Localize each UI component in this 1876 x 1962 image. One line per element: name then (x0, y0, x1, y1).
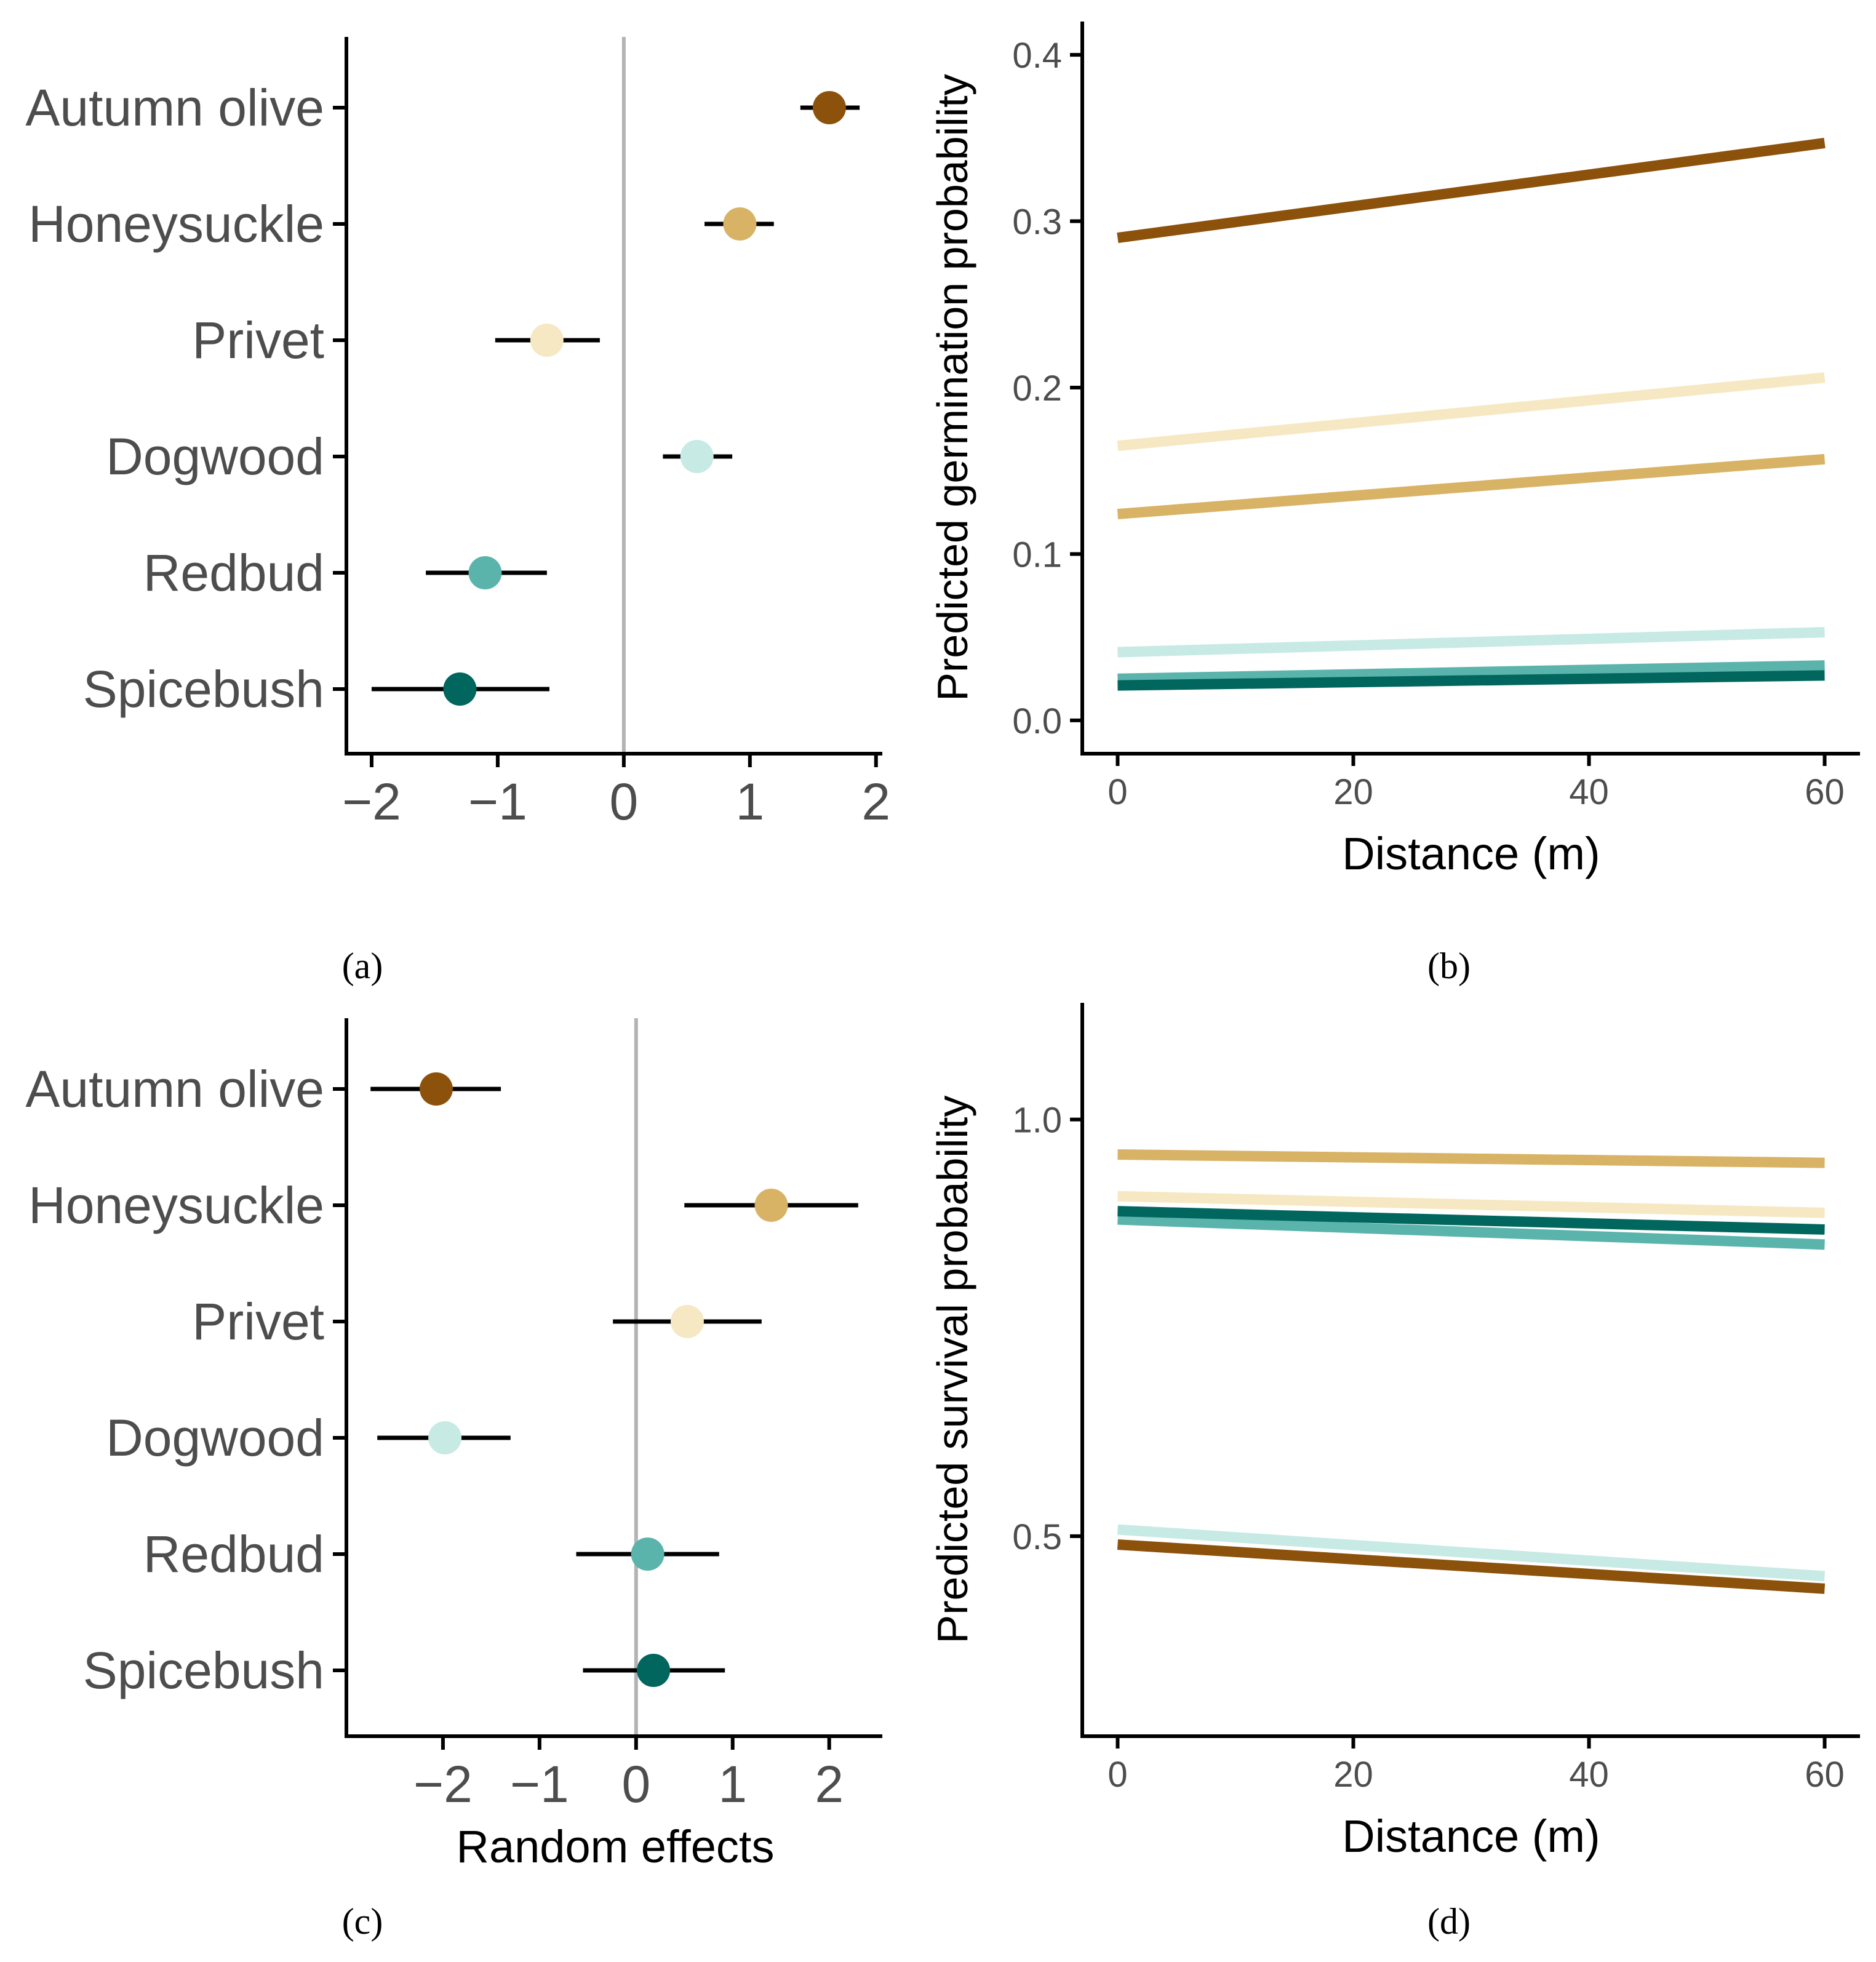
y-tick-label: 1.0 (1012, 1101, 1062, 1141)
panel-label-a: (a) (342, 946, 383, 986)
panel-c-forest-plot-survival: Autumn olive Honeysuckle Privet Dogwood Redb… (25, 1018, 882, 1872)
series-line-privet (1117, 1190, 1825, 1218)
x-tick-label: 0 (1108, 1755, 1127, 1795)
y-axis-title: Predicted survival probability (928, 1096, 976, 1644)
x-tick-label: 0 (1108, 772, 1127, 812)
series-line-dogwood (1117, 1524, 1826, 1582)
x-tick-label: 20 (1333, 772, 1373, 812)
x-tick-label: −2 (413, 1755, 473, 1813)
x-tick-label: 2 (861, 773, 890, 831)
x-tick-label: 40 (1569, 772, 1609, 812)
x-axis-title: Random effects (457, 1821, 775, 1872)
series-line-autumn-olive (1117, 138, 1826, 244)
point-spicebush (443, 672, 477, 706)
panel-a-forest-plot-germination: Autumn olive Honeysuckle Privet Dogwood Redb… (25, 37, 890, 831)
y-tick-label: 0.2 (1012, 369, 1062, 409)
point-honeysuckle (723, 207, 757, 241)
y-tick-label: 0.1 (1012, 535, 1062, 575)
y-tick-label-dogwood: Dogwood (106, 1409, 324, 1467)
panel-b-germination-line-chart: 0.0 0.1 0.2 0.3 0.4 0 20 40 60 Distance (m) Predic… (928, 22, 1860, 879)
point-autumn-olive (419, 1072, 453, 1106)
y-tick-label-spicebush: Spicebush (83, 660, 324, 718)
point-honeysuckle (754, 1189, 788, 1222)
y-tick-label-honeysuckle: Honeysuckle (28, 1176, 324, 1234)
x-tick-label: 0 (610, 773, 639, 831)
series-line-redbud (1117, 660, 1825, 684)
series-line-autumn-olive (1117, 1539, 1826, 1594)
point-redbud (468, 556, 502, 589)
series-line-dogwood (1117, 627, 1825, 658)
x-tick-label: −1 (510, 1755, 569, 1813)
x-tick-label: −1 (468, 773, 527, 831)
x-tick-label: 2 (815, 1755, 844, 1813)
y-tick-label: 0.3 (1012, 202, 1062, 242)
panel-label-c: (c) (342, 1901, 383, 1942)
x-tick-label: 1 (718, 1755, 747, 1813)
x-tick-label: 60 (1805, 772, 1845, 812)
y-axis-title: Predicted germination probability (928, 74, 976, 701)
series-line-privet (1117, 372, 1826, 452)
point-dogwood (428, 1421, 462, 1454)
y-tick-label-privet: Privet (192, 311, 324, 369)
x-tick-label: 20 (1333, 1755, 1373, 1795)
x-tick-label: −2 (342, 773, 401, 831)
x-tick-label: 40 (1569, 1755, 1609, 1795)
x-tick-label: 0 (621, 1755, 650, 1813)
x-axis-title: Distance (m) (1342, 1811, 1600, 1862)
y-tick-label-autumn-olive: Autumn olive (25, 1060, 324, 1118)
x-axis-title: Distance (m) (1342, 828, 1600, 879)
y-tick-label-redbud: Redbud (143, 544, 324, 602)
point-privet (530, 324, 564, 357)
y-tick-label-autumn-olive: Autumn olive (25, 79, 324, 137)
x-tick-label: 1 (735, 773, 764, 831)
series-line-spicebush (1117, 670, 1825, 691)
y-tick-label-honeysuckle: Honeysuckle (28, 195, 324, 253)
y-tick-label-redbud: Redbud (143, 1525, 324, 1583)
y-tick-label-privet: Privet (192, 1293, 324, 1350)
point-redbud (631, 1537, 665, 1571)
panel-label-d: (d) (1427, 1901, 1471, 1942)
y-tick-label-dogwood: Dogwood (106, 428, 324, 485)
point-autumn-olive (812, 91, 846, 124)
series-line-spicebush (1117, 1206, 1825, 1235)
point-spicebush (637, 1654, 671, 1687)
panel-d-survival-line-chart: 0.5 1.0 0 20 40 60 Distance (m) Predicted survi… (928, 1003, 1860, 1862)
series-line-redbud (1117, 1214, 1825, 1250)
series-line-honeysuckle (1117, 453, 1826, 520)
point-privet (670, 1305, 704, 1338)
y-tick-label-spicebush: Spicebush (83, 1641, 324, 1699)
panel-label-b: (b) (1427, 946, 1471, 986)
x-tick-label: 60 (1805, 1755, 1845, 1795)
series-line-honeysuckle (1117, 1149, 1825, 1168)
point-dogwood (680, 440, 714, 473)
y-tick-label: 0.0 (1012, 701, 1062, 741)
y-tick-label: 0.5 (1012, 1517, 1062, 1557)
y-tick-label: 0.4 (1012, 36, 1062, 76)
